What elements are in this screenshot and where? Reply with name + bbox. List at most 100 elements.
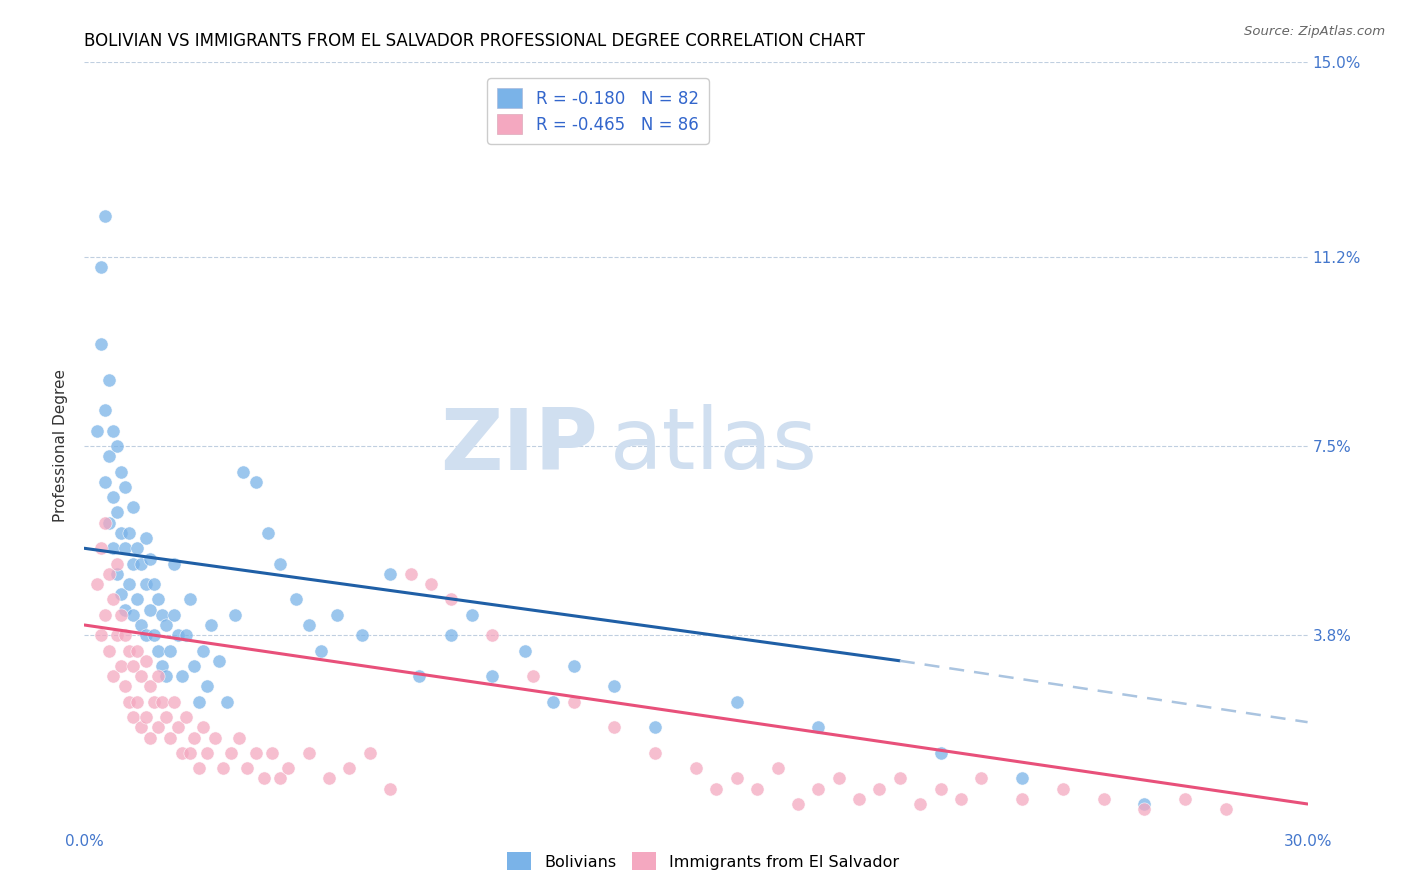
Point xyxy=(420,577,443,591)
Point xyxy=(269,772,291,786)
Point xyxy=(114,628,136,642)
Point xyxy=(150,659,173,673)
Point xyxy=(828,772,851,786)
Point xyxy=(131,669,153,683)
Point xyxy=(195,679,218,693)
Point xyxy=(90,260,112,274)
Point xyxy=(787,797,810,811)
Point xyxy=(200,618,222,632)
Point xyxy=(110,659,132,673)
Point xyxy=(110,587,132,601)
Point xyxy=(114,602,136,616)
Point xyxy=(110,607,132,622)
Point xyxy=(929,781,952,796)
Point xyxy=(224,607,246,622)
Point xyxy=(260,746,283,760)
Point xyxy=(155,618,177,632)
Point xyxy=(339,761,361,775)
Point xyxy=(706,781,728,796)
Point xyxy=(142,628,165,642)
Point xyxy=(101,424,124,438)
Point xyxy=(114,541,136,556)
Point xyxy=(138,679,160,693)
Point xyxy=(179,592,201,607)
Point xyxy=(122,659,145,673)
Point xyxy=(150,695,173,709)
Point xyxy=(118,643,141,657)
Point xyxy=(138,731,160,745)
Point xyxy=(183,659,205,673)
Point xyxy=(131,618,153,632)
Point xyxy=(118,577,141,591)
Legend: R = -0.180   N = 82, R = -0.465   N = 86: R = -0.180 N = 82, R = -0.465 N = 86 xyxy=(488,78,709,144)
Point xyxy=(93,209,115,223)
Point xyxy=(910,797,932,811)
Text: Source: ZipAtlas.com: Source: ZipAtlas.com xyxy=(1244,25,1385,38)
Point xyxy=(350,628,373,642)
Point xyxy=(179,746,201,760)
Point xyxy=(187,761,209,775)
Text: BOLIVIAN VS IMMIGRANTS FROM EL SALVADOR PROFESSIONAL DEGREE CORRELATION CHART: BOLIVIAN VS IMMIGRANTS FROM EL SALVADOR … xyxy=(84,32,865,50)
Point xyxy=(163,557,186,571)
Point xyxy=(122,557,145,571)
Point xyxy=(163,695,186,709)
Point xyxy=(513,643,536,657)
Point xyxy=(172,669,194,683)
Point xyxy=(204,731,226,745)
Point xyxy=(101,541,124,556)
Point xyxy=(236,761,259,775)
Point xyxy=(167,628,190,642)
Point xyxy=(970,772,993,786)
Y-axis label: Professional Degree: Professional Degree xyxy=(53,369,69,523)
Point xyxy=(257,525,280,540)
Point xyxy=(159,643,181,657)
Point xyxy=(285,592,308,607)
Point xyxy=(562,695,585,709)
Point xyxy=(97,372,120,386)
Point xyxy=(1133,802,1156,816)
Point xyxy=(127,592,149,607)
Point xyxy=(807,781,830,796)
Point xyxy=(603,720,626,734)
Point xyxy=(174,710,197,724)
Point xyxy=(603,679,626,693)
Point xyxy=(122,607,145,622)
Point xyxy=(277,761,299,775)
Point xyxy=(318,772,340,786)
Point xyxy=(135,654,157,668)
Point xyxy=(326,607,349,622)
Point xyxy=(685,761,707,775)
Point xyxy=(93,475,115,489)
Point xyxy=(183,731,205,745)
Point xyxy=(114,480,136,494)
Point xyxy=(159,731,181,745)
Point xyxy=(212,761,235,775)
Text: ZIP: ZIP xyxy=(440,404,598,488)
Point xyxy=(869,781,891,796)
Point xyxy=(408,669,430,683)
Point xyxy=(245,746,267,760)
Point xyxy=(135,531,157,545)
Point xyxy=(461,607,484,622)
Point xyxy=(298,618,321,632)
Point xyxy=(644,746,666,760)
Point xyxy=(138,602,160,616)
Point xyxy=(245,475,267,489)
Point xyxy=(105,628,128,642)
Legend: Bolivians, Immigrants from El Salvador: Bolivians, Immigrants from El Salvador xyxy=(501,846,905,877)
Point xyxy=(90,541,112,556)
Point xyxy=(889,772,911,786)
Point xyxy=(122,500,145,515)
Point xyxy=(208,654,231,668)
Point xyxy=(93,516,115,530)
Text: atlas: atlas xyxy=(610,404,818,488)
Point xyxy=(127,541,149,556)
Point xyxy=(195,746,218,760)
Point xyxy=(90,336,112,351)
Point xyxy=(380,566,402,581)
Point xyxy=(131,720,153,734)
Point xyxy=(167,720,190,734)
Point xyxy=(232,465,254,479)
Point xyxy=(219,746,242,760)
Point xyxy=(114,679,136,693)
